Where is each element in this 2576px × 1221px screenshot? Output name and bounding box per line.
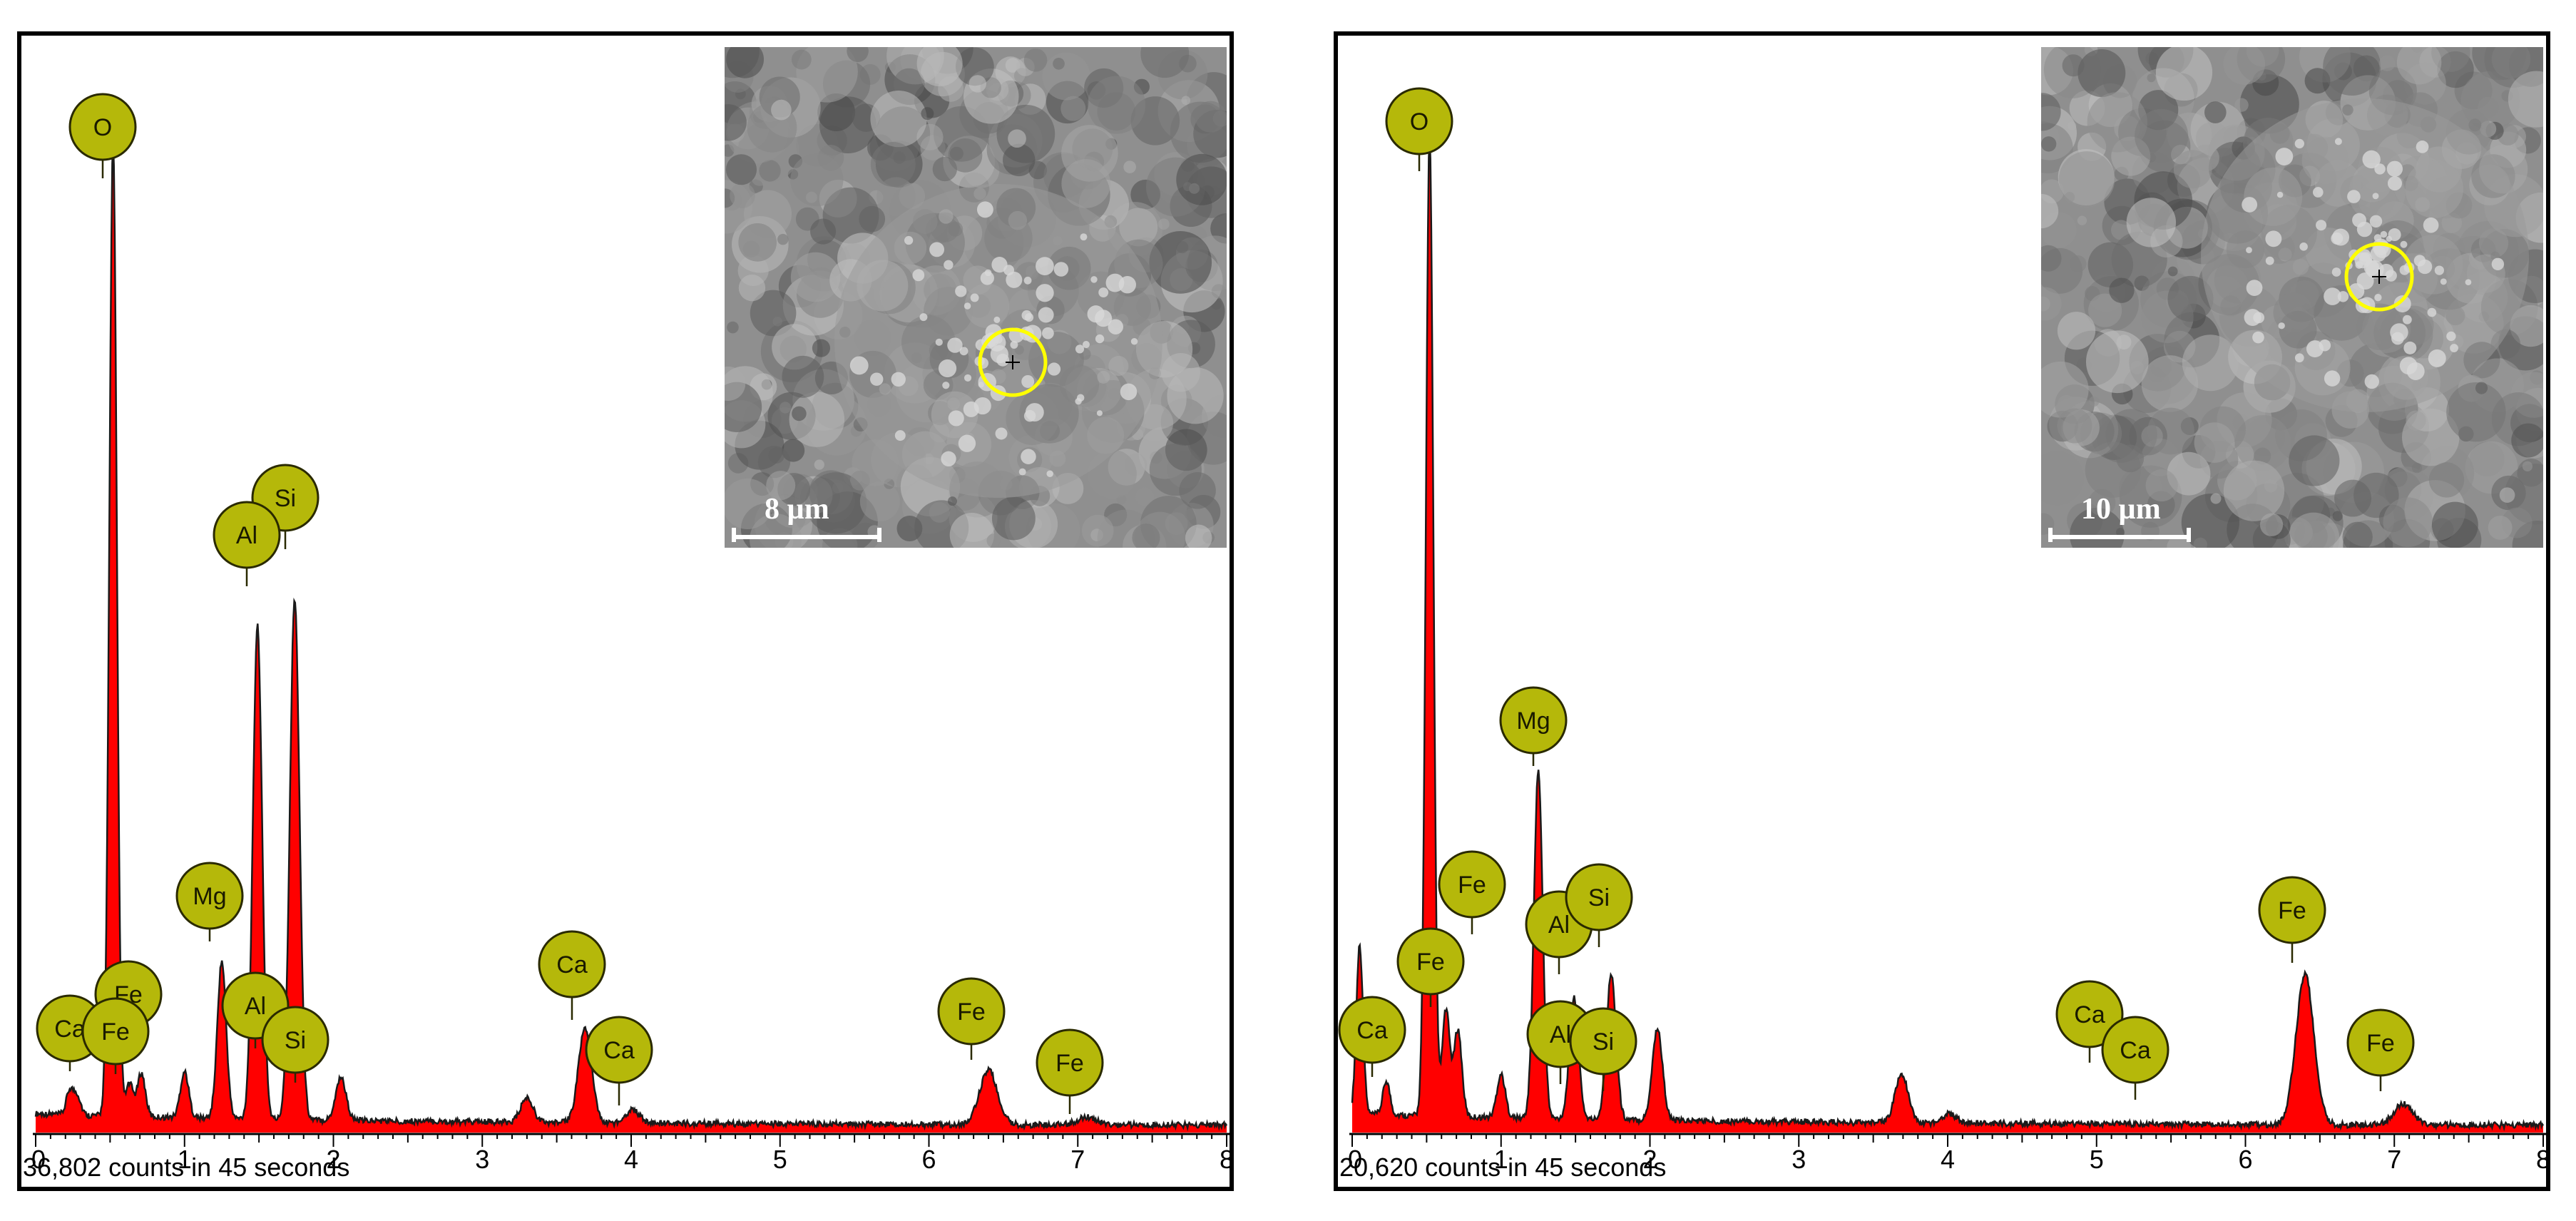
x-tick-label: 6	[2238, 1145, 2252, 1174]
scale-bar-right	[2048, 528, 2191, 542]
element-label-ca: Ca	[2055, 980, 2124, 1063]
svg-text:Fe: Fe	[2366, 1030, 2395, 1057]
svg-text:Si: Si	[285, 1027, 306, 1054]
svg-text:Fe: Fe	[1056, 1050, 1084, 1077]
x-tick-label: 2	[326, 1145, 340, 1174]
element-label-mg: Mg	[1499, 686, 1568, 766]
element-label-fe: Fe	[1036, 1028, 1104, 1114]
element-label-fe: Fe	[1438, 850, 1506, 934]
spectrum-line	[34, 143, 1228, 1132]
sem-image-right	[2041, 47, 2543, 548]
svg-text:O: O	[93, 114, 112, 141]
svg-text:Ca: Ca	[2120, 1037, 2151, 1064]
svg-text:Ca: Ca	[2074, 1001, 2105, 1028]
element-label-mg: Mg	[175, 862, 244, 941]
x-tick-label: 6	[921, 1145, 936, 1174]
eds-spectrum-panel-right: 0 1 2 3 4 5 6 7 8 O Mg Fe Fe Al Si Ca Al Si Ca Ca Fe Fe 10 µm…	[1334, 31, 2550, 1191]
svg-text:Si: Si	[1588, 884, 1610, 911]
counts-label-left: 36,802 counts in 45 seconds	[23, 1153, 350, 1182]
element-label-al: Al	[213, 501, 281, 586]
element-label-ca: Ca	[538, 930, 606, 1020]
analysis-spot-marker	[2344, 242, 2414, 312]
element-label-ca: Ca	[1338, 996, 1406, 1077]
element-label-fe: Fe	[937, 977, 1006, 1060]
x-tick-label: 1	[178, 1145, 192, 1174]
scale-bar-label-left: 8 µm	[765, 493, 829, 526]
element-label-fe: Fe	[2258, 876, 2326, 963]
svg-text:Al: Al	[1548, 911, 1570, 939]
analysis-spot-marker	[978, 327, 1048, 397]
svg-text:Al: Al	[236, 522, 257, 549]
svg-text:Fe: Fe	[957, 998, 986, 1026]
svg-text:Mg: Mg	[193, 883, 226, 910]
x-tick-label: 5	[773, 1145, 787, 1174]
element-label-o: O	[68, 93, 137, 178]
element-label-fe: Fe	[1396, 927, 1465, 1007]
counts-label-right: 20,620 counts in 45 seconds	[1339, 1153, 1667, 1182]
x-tick-label: 3	[1792, 1145, 1806, 1174]
scale-bar-left	[732, 528, 881, 542]
spectrum-line	[1351, 136, 2545, 1132]
x-tick-label: 8	[2536, 1145, 2546, 1174]
x-tick-label: 0	[1348, 1145, 1362, 1174]
element-label-ca: Ca	[2101, 1016, 2169, 1100]
svg-text:Fe: Fe	[2278, 897, 2306, 924]
svg-text:Al: Al	[245, 993, 266, 1020]
x-tick-label: 7	[1070, 1145, 1085, 1174]
svg-text:Al: Al	[1550, 1021, 1571, 1048]
sem-image-left	[725, 47, 1227, 548]
element-label-si: Si	[1569, 1007, 1637, 1091]
x-tick-label: 5	[2090, 1145, 2104, 1174]
x-tick-label: 8	[1220, 1145, 1230, 1174]
svg-text:Si: Si	[1593, 1028, 1614, 1056]
eds-spectrum-panel-left: 0 1 2 3 4 5 6 7 8 O Si Al Mg Ca Ca Ca Fe Fe Al Si Fe Fe 8 µm …	[17, 31, 1234, 1191]
sem-micrograph-left: 8 µm	[725, 47, 1227, 548]
svg-text:Ca: Ca	[54, 1016, 86, 1043]
svg-text:O: O	[1410, 108, 1428, 136]
element-label-fe: Fe	[81, 997, 150, 1074]
svg-text:Ca: Ca	[556, 951, 588, 979]
element-label-ca: Ca	[585, 1016, 653, 1105]
element-label-o: O	[1385, 87, 1453, 171]
x-tick-label: 3	[475, 1145, 489, 1174]
svg-text:Ca: Ca	[603, 1037, 635, 1064]
x-tick-label: 1	[1494, 1145, 1508, 1174]
x-tick-label: 0	[31, 1145, 46, 1174]
svg-text:Ca: Ca	[1356, 1017, 1388, 1044]
svg-text:Si: Si	[275, 485, 296, 512]
element-label-fe: Fe	[2346, 1008, 2415, 1091]
scale-bar-label-right: 10 µm	[2081, 493, 2161, 526]
x-tick-label: 4	[1941, 1145, 1955, 1174]
svg-text:Fe: Fe	[101, 1018, 130, 1046]
spectrum-chart-right: 0 1 2 3 4 5 6 7 8 O Mg Fe Fe Al Si Ca Al Si Ca Ca Fe Fe	[1338, 87, 2546, 1174]
x-tick-label: 2	[1642, 1145, 1657, 1174]
x-tick-label: 4	[624, 1145, 638, 1174]
element-label-si: Si	[261, 1006, 329, 1083]
svg-text:Fe: Fe	[1458, 872, 1486, 899]
element-label-si: Si	[1565, 863, 1633, 947]
svg-text:Fe: Fe	[1416, 949, 1445, 976]
svg-text:Mg: Mg	[1516, 707, 1550, 735]
x-tick-label: 7	[2387, 1145, 2401, 1174]
sem-micrograph-right: 10 µm	[2041, 47, 2543, 548]
